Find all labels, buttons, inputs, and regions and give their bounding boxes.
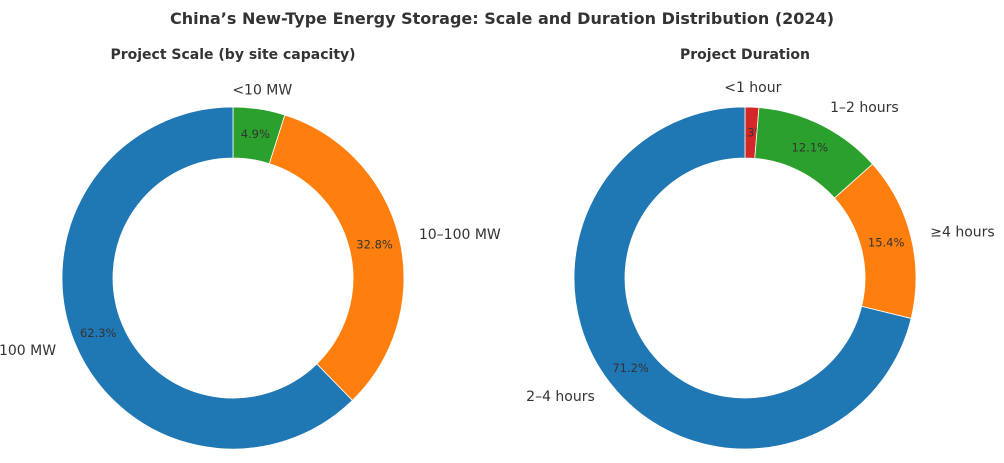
slice-10-100-mw [268,114,405,401]
category-label-100-mw: ≥100 MW [0,343,56,359]
pct-label-10-100-mw: 32.8% [356,237,393,251]
pct-label-10-mw: 4.9% [241,127,270,141]
slice-2-4-hours [573,106,912,450]
category-label-10-100-mw: 10–100 MW [419,227,501,243]
scale-donut: 4.9% <10 MW 32.8% 10–100 MW 62.3% ≥100 MW [0,82,501,450]
slice-100-mw [61,106,353,450]
category-label-10-mw: <10 MW [232,82,292,98]
category-label-4-hours: ≥4 hours [930,225,994,241]
duration-chart-title: Project Duration [680,47,810,63]
pct-label-1-2-hours: 12.1% [792,141,829,155]
pct-label-4-hours: 15.4% [868,236,905,250]
chart-title: China’s New-Type Energy Storage: Scale a… [169,9,834,28]
pct-label-2-4-hours: 71.2% [612,361,649,375]
category-label-2-4-hours: 2–4 hours [526,389,595,405]
category-label-1-hour: <1 hour [724,80,781,96]
category-label-1-2-hours: 1–2 hours [830,100,899,116]
pct-label-100-mw: 62.3% [80,326,117,340]
scale-chart-title: Project Scale (by site capacity) [110,47,355,63]
